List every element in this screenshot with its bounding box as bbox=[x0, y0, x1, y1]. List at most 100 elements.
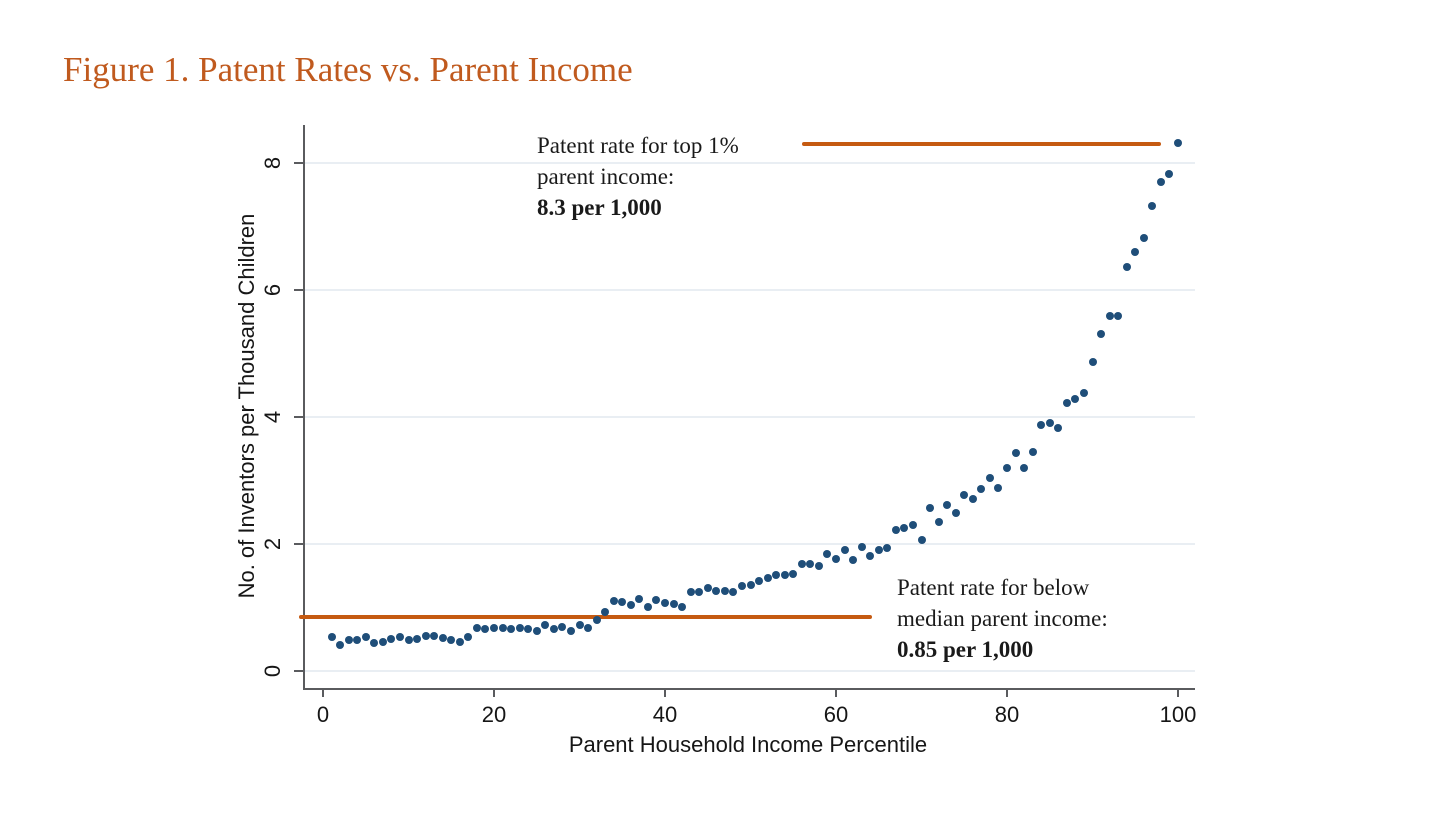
data-point bbox=[695, 587, 704, 596]
data-point bbox=[994, 483, 1003, 492]
y-tick-mark bbox=[294, 670, 303, 672]
data-point bbox=[455, 638, 464, 647]
data-point bbox=[370, 639, 379, 648]
data-point bbox=[387, 635, 396, 644]
data-point bbox=[1020, 464, 1029, 473]
data-point bbox=[361, 633, 370, 642]
data-point bbox=[430, 632, 439, 641]
data-point bbox=[1079, 388, 1088, 397]
data-point bbox=[584, 623, 593, 632]
data-point bbox=[626, 600, 635, 609]
data-point bbox=[1122, 262, 1131, 271]
data-point bbox=[1148, 201, 1157, 210]
data-point bbox=[789, 570, 798, 579]
data-point bbox=[900, 524, 909, 532]
annotation-line: Patent rate for below bbox=[897, 575, 1090, 600]
data-point bbox=[507, 625, 516, 634]
data-point bbox=[960, 490, 969, 499]
y-gridline bbox=[305, 670, 1195, 672]
data-point bbox=[1139, 234, 1148, 243]
annotation-below-median: Patent rate for below median parent inco… bbox=[897, 572, 1108, 665]
data-point bbox=[712, 586, 721, 595]
y-gridline bbox=[305, 542, 1195, 545]
data-point bbox=[874, 546, 883, 555]
data-point bbox=[908, 521, 917, 530]
data-point bbox=[755, 577, 764, 586]
data-point bbox=[344, 636, 353, 645]
data-point bbox=[823, 550, 832, 559]
data-point bbox=[490, 624, 498, 633]
data-point bbox=[592, 616, 601, 625]
data-point bbox=[404, 636, 413, 645]
data-point bbox=[515, 623, 524, 632]
data-point bbox=[327, 633, 336, 642]
data-point bbox=[1045, 418, 1054, 427]
data-point bbox=[951, 508, 960, 517]
top-1-percent-line bbox=[801, 141, 1161, 146]
x-tick-label: 0 bbox=[316, 702, 330, 727]
data-point bbox=[421, 632, 430, 641]
data-point bbox=[566, 626, 575, 635]
y-gridline bbox=[305, 161, 1195, 164]
y-tick-mark bbox=[294, 161, 303, 164]
x-tick-label: 40 bbox=[652, 702, 678, 727]
annotation-top-1-percent: Patent rate for top 1% parent income: 8.… bbox=[537, 130, 739, 223]
annotation-line: median parent income: bbox=[897, 606, 1108, 631]
data-point bbox=[968, 494, 977, 503]
data-point bbox=[609, 597, 618, 606]
annotation-value: 0.85 per 1,000 bbox=[897, 637, 1034, 662]
data-point bbox=[985, 474, 994, 483]
data-point bbox=[943, 501, 952, 510]
data-point bbox=[558, 622, 567, 631]
data-point bbox=[413, 634, 422, 643]
data-point bbox=[524, 625, 533, 634]
data-point bbox=[378, 638, 387, 647]
y-tick-label: 6 bbox=[260, 283, 285, 296]
data-point bbox=[464, 632, 473, 641]
figure-title: Figure 1. Patent Rates vs. Parent Income bbox=[63, 50, 633, 89]
data-point bbox=[1165, 170, 1174, 179]
y-tick-label: 2 bbox=[260, 537, 285, 551]
x-tick-label: 60 bbox=[823, 702, 849, 727]
data-point bbox=[336, 640, 345, 649]
y-axis-title: No. of Inventors per Thousand Children bbox=[234, 213, 259, 599]
data-point bbox=[840, 546, 849, 555]
data-point bbox=[652, 595, 661, 604]
data-point bbox=[746, 580, 755, 589]
data-point bbox=[532, 626, 541, 635]
y-tick-label: 4 bbox=[260, 410, 285, 423]
data-point bbox=[849, 555, 858, 564]
data-point bbox=[1174, 138, 1182, 147]
plot-area: 0 2 4 6 8 0 20 40 60 80 100 bbox=[260, 125, 1196, 727]
data-point bbox=[447, 636, 456, 645]
data-point bbox=[1088, 357, 1097, 366]
y-tick-label: 0 bbox=[260, 664, 285, 678]
data-point bbox=[1054, 424, 1063, 433]
x-tick-mark bbox=[1006, 688, 1008, 697]
data-point bbox=[1037, 421, 1046, 430]
x-tick-mark bbox=[835, 688, 837, 697]
data-point bbox=[1114, 311, 1123, 320]
x-tick-mark bbox=[1177, 688, 1179, 697]
y-tick-mark bbox=[294, 415, 303, 418]
y-gridline bbox=[305, 415, 1195, 418]
data-point bbox=[549, 625, 558, 634]
data-point bbox=[857, 543, 866, 552]
data-point bbox=[1131, 247, 1140, 256]
y-gridline bbox=[305, 288, 1195, 291]
data-point bbox=[926, 503, 935, 512]
data-point bbox=[669, 600, 678, 609]
data-point bbox=[780, 571, 789, 580]
data-point bbox=[1097, 329, 1106, 338]
data-point bbox=[541, 621, 550, 630]
data-point bbox=[934, 517, 943, 526]
annotation-line: Patent rate for top 1% bbox=[537, 133, 739, 158]
data-point bbox=[601, 607, 610, 616]
x-tick-label: 80 bbox=[994, 702, 1020, 727]
x-tick-label: 20 bbox=[481, 702, 507, 727]
data-point bbox=[1062, 398, 1071, 407]
data-point bbox=[1003, 464, 1011, 473]
data-point bbox=[643, 603, 652, 612]
data-point bbox=[772, 571, 781, 580]
